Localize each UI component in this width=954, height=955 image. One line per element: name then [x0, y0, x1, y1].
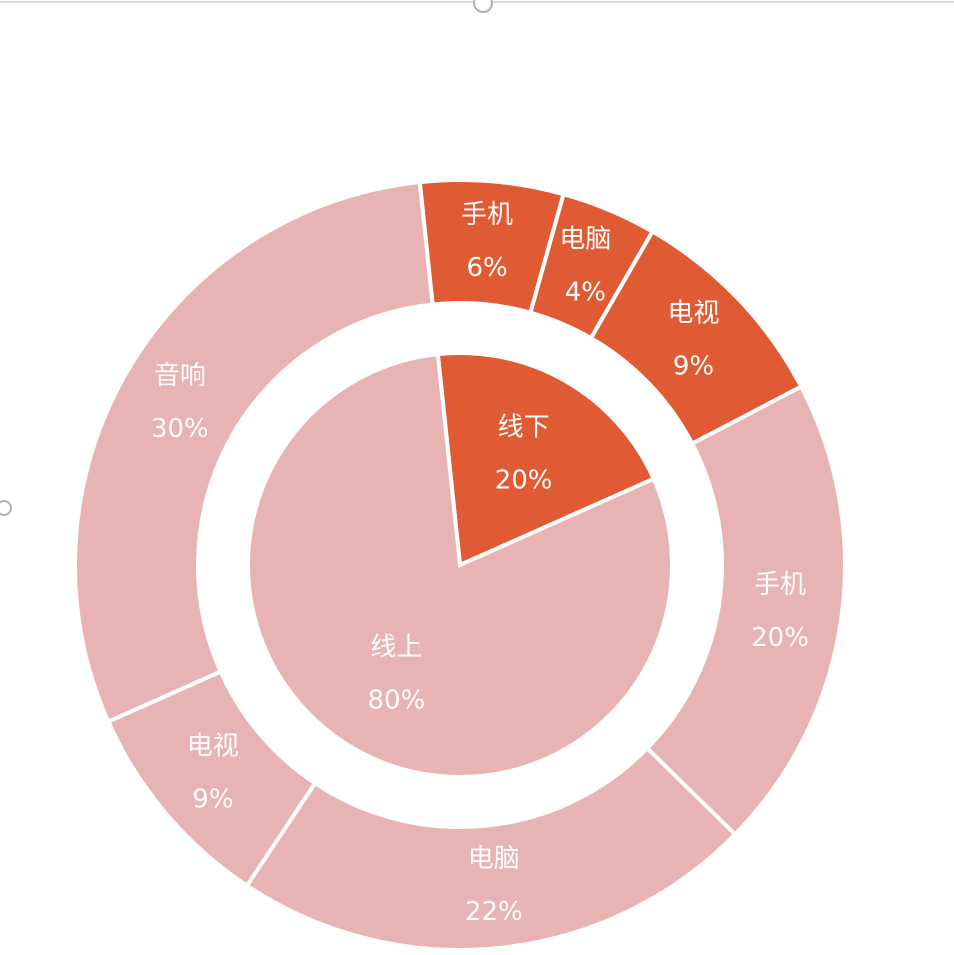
outer-ring: [73, 178, 847, 952]
inner-slice-0[interactable]: [435, 351, 657, 568]
inner-slice-1-value-label: 80%: [368, 686, 426, 716]
selection-handle-left[interactable]: [0, 500, 12, 516]
outer-slice-1-value-label: 4%: [565, 277, 606, 307]
inner-slice-0-value-label: 20%: [495, 465, 553, 495]
inner-slice-1[interactable]: [246, 351, 674, 779]
outer-slice-3-name-label: 手机: [754, 570, 806, 600]
outer-slice-1-name-label: 电脑: [559, 224, 611, 254]
inner-pie: [246, 351, 674, 779]
outer-slice-5-name-label: 电视: [187, 731, 239, 761]
slice-labels: 线下 20% 线上 80% 手机 6% 电脑 4% 电视 9% 手机 20% 电脑 22% 电视 9% 音响 30…: [151, 200, 809, 927]
outer-slice-6[interactable]: [73, 179, 435, 725]
outer-slice-3[interactable]: [644, 383, 847, 838]
outer-slice-3-value-label: 20%: [751, 623, 809, 653]
outer-slice-5-value-label: 9%: [192, 784, 233, 814]
outer-slice-0-name-label: 手机: [461, 200, 513, 230]
inner-slice-1-name-label: 线上: [370, 633, 422, 663]
outer-slice-0-value-label: 6%: [466, 253, 507, 283]
outer-slice-4-value-label: 22%: [465, 897, 523, 927]
outer-slice-2-name-label: 电视: [667, 299, 719, 329]
outer-slice-2-value-label: 9%: [673, 352, 714, 382]
inner-slice-0-name-label: 线下: [498, 412, 550, 442]
outer-slice-4-name-label: 电脑: [468, 844, 520, 874]
outer-slice-6-name-label: 音响: [154, 361, 206, 391]
selection-handle-top[interactable]: [473, 0, 493, 13]
outer-slice-6-value-label: 30%: [151, 414, 209, 444]
outer-slice-4[interactable]: [244, 745, 738, 952]
